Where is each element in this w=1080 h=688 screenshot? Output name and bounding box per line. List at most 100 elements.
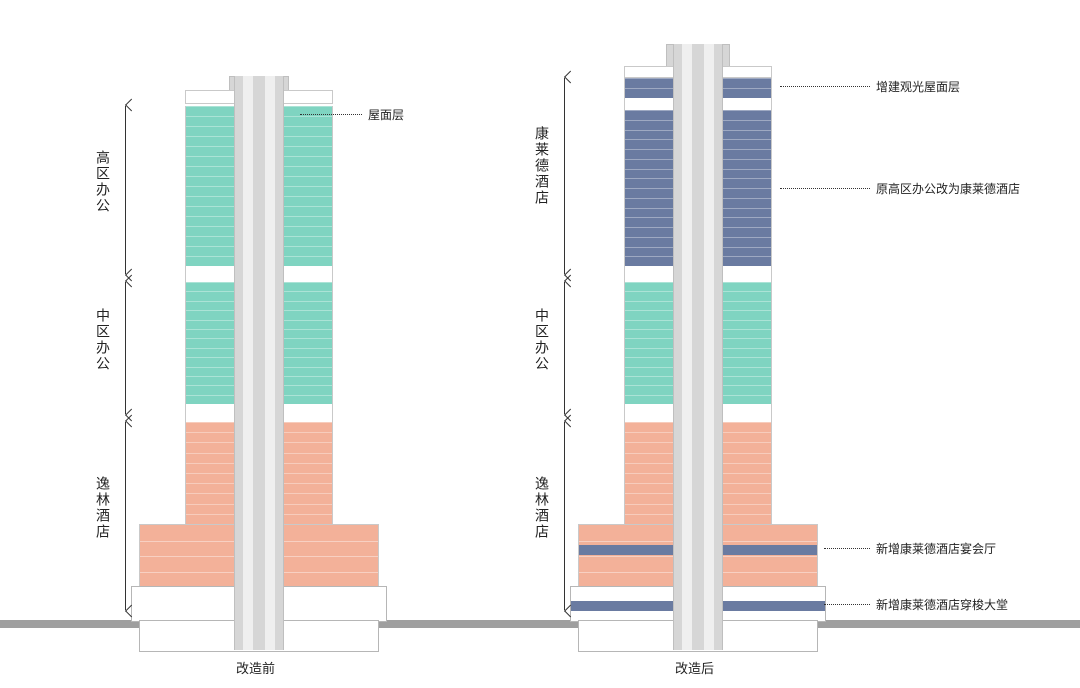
after-zone-gap_top-R [721,98,772,110]
before-floor [283,453,332,463]
after-bracket-label-conrad: 康莱德酒店 [532,126,552,206]
before-floor [283,320,332,329]
after-floor [625,329,674,338]
after-floor [722,385,771,394]
before-zone-mech2-L [185,404,236,422]
before-floor [283,216,332,226]
after-floor [625,310,674,319]
before-floor [283,348,332,357]
before-floor [283,357,332,366]
before-floor [283,236,332,246]
after-floor [722,198,771,208]
after-zone-mech1-L [624,266,675,282]
before-floor [186,186,235,196]
after-callout-line-0 [780,86,870,87]
before-floor [186,106,235,116]
before-floor [283,301,332,310]
after-floor [625,188,674,198]
before-floor [186,473,235,483]
after-zone-yilin_top-L [624,422,675,524]
before-floor [186,395,235,404]
after-floor [625,483,674,493]
after-floor [722,504,771,514]
after-floor [722,139,771,149]
after-floor [722,453,771,463]
before-floor [186,320,235,329]
after-floor [722,266,771,282]
before-floor [186,463,235,473]
before-zone-high_office-L [185,106,236,266]
after-floor [625,256,674,266]
before-floor [283,404,332,422]
after-floor [722,310,771,319]
after-floor [625,237,674,247]
after-floor [722,338,771,347]
before-floor [186,256,235,266]
after-floor [722,247,771,257]
after-floor [722,78,771,88]
after-caption: 改造后 [675,658,714,677]
after-floor [722,367,771,376]
before-floor [283,473,332,483]
before-floor [283,136,332,146]
after-floor [625,227,674,237]
before-floor [186,514,235,524]
before-floor [186,310,235,319]
before-floor [186,301,235,310]
before-floor [186,196,235,206]
before-floor [283,395,332,404]
after-floor [722,463,771,473]
before-floor [283,146,332,156]
before-floor [186,493,235,503]
after-floor [625,404,674,422]
after-floor [625,338,674,347]
after-floor [722,130,771,140]
before-floor [186,404,235,422]
before-floor [283,282,332,291]
after-floor [722,442,771,452]
before-floor [186,348,235,357]
after-floor [722,217,771,227]
before-floor [186,166,235,176]
before-floor [283,504,332,514]
before-floor [283,367,332,376]
after-zone-conrad-R [721,110,772,266]
after-floor [722,208,771,218]
after-floor [625,348,674,357]
after-floor [625,504,674,514]
before-floor [186,156,235,166]
before-zone-mech1-R [282,266,333,282]
after-floor [722,178,771,188]
before-floor [186,206,235,216]
before-callout-line-0 [300,114,362,115]
before-zone-mid_office-R [282,282,333,404]
after-floor [625,291,674,300]
before-floor [283,385,332,394]
after-bracket-label-yilin: 逸林酒店 [532,476,552,540]
before-floor [283,291,332,300]
before-zone-yilin_top-L [185,422,236,524]
after-floor [625,169,674,179]
after-floor [722,110,771,120]
after-floor [722,483,771,493]
after-floor [625,493,674,503]
after-bracket-label-mid: 中区办公 [532,308,552,372]
after-floor [722,473,771,483]
after-floor [625,357,674,366]
after-floor [722,88,771,98]
after-zone-mid_office-R [721,282,772,404]
after-floor [625,395,674,404]
before-caption: 改造前 [236,658,275,677]
after-callout-line-2 [824,548,870,549]
after-floor [625,473,674,483]
after-floor [722,282,771,291]
after-floor [625,442,674,452]
after-floor [625,159,674,169]
before-floor [186,291,235,300]
after-floor [722,159,771,169]
before-floor [283,514,332,524]
before-bracket-label-high: 高区办公 [93,150,113,214]
after-zone-mech2-L [624,404,675,422]
after-floor [625,514,674,524]
before-floor [186,376,235,385]
